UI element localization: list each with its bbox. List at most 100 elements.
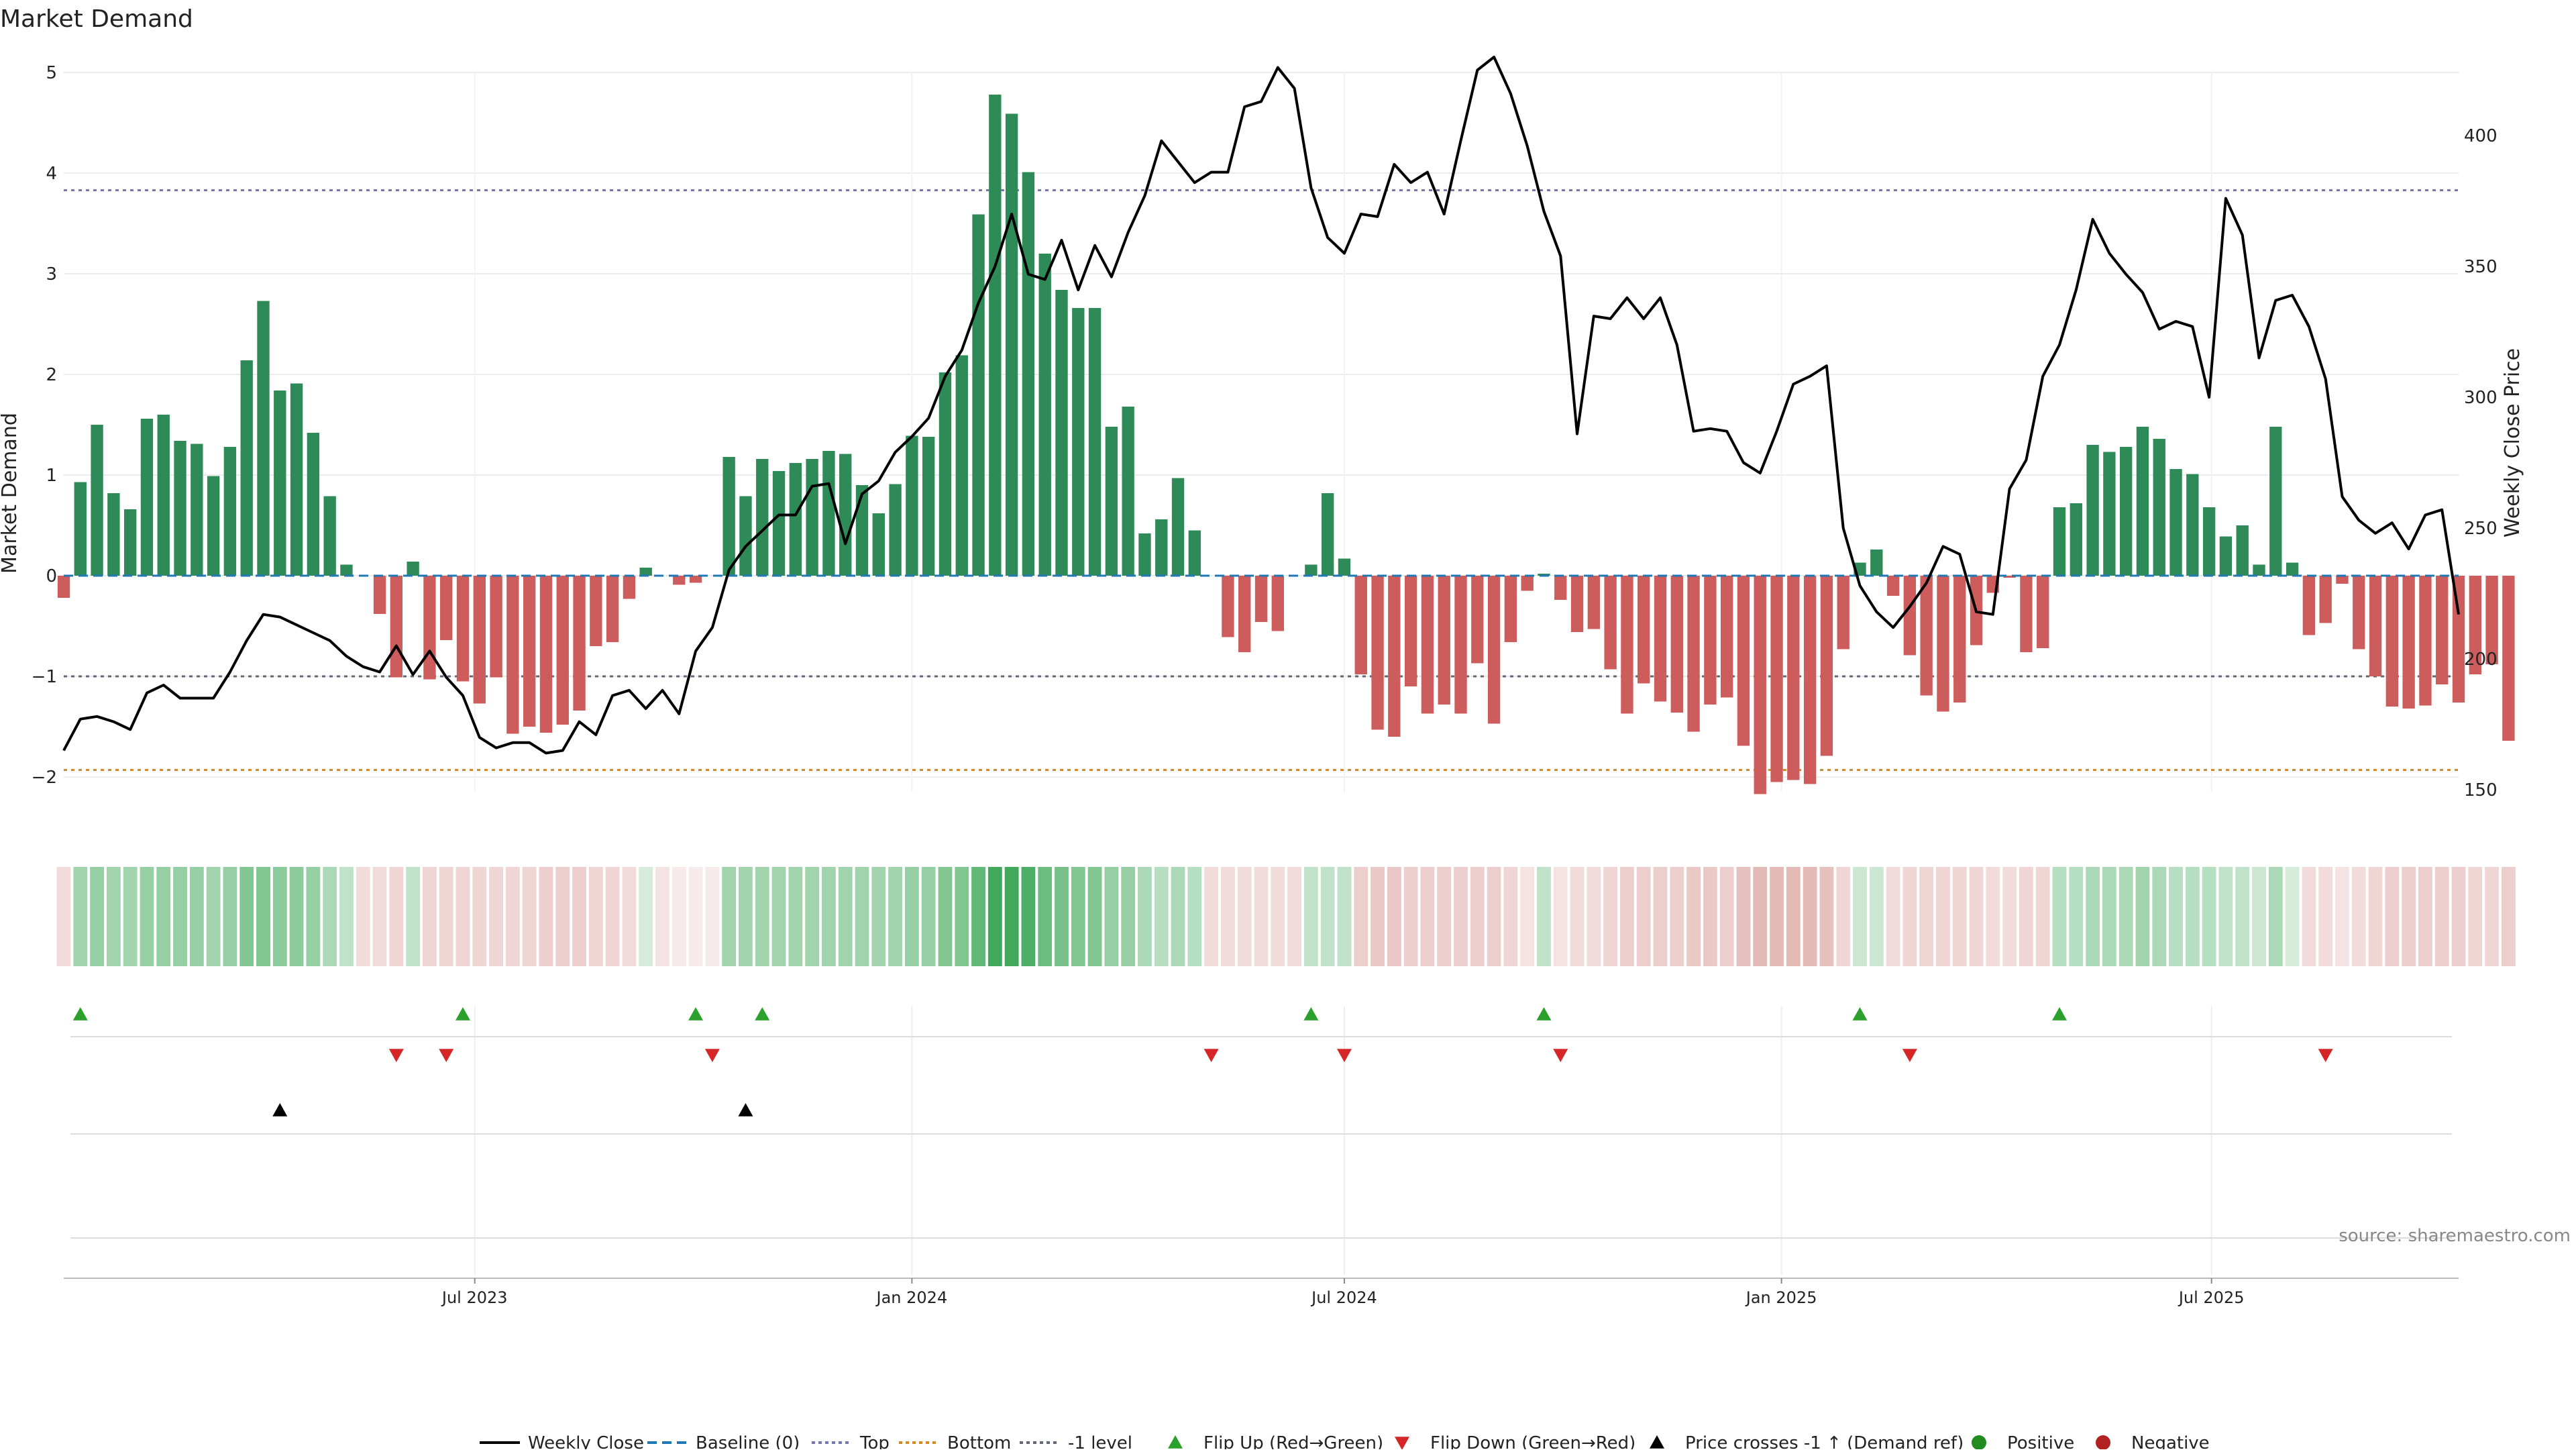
bar-positive — [822, 451, 835, 576]
heat-cell — [1371, 867, 1385, 966]
heat-cell — [639, 867, 653, 966]
bar-positive — [1870, 550, 1883, 576]
heat-cell — [123, 867, 138, 966]
heat-cell — [1719, 867, 1734, 966]
heat-cell — [739, 867, 753, 966]
bar-negative — [2319, 576, 2332, 623]
x-tick-label: Jan 2024 — [875, 1288, 948, 1307]
bar-negative — [1504, 576, 1517, 642]
heat-cell — [1969, 867, 1984, 966]
bar-negative — [1638, 576, 1650, 684]
bar-negative — [423, 576, 436, 680]
heat-cell — [588, 867, 603, 966]
chart-title: Market Demand — [0, 5, 193, 33]
legend-label: Price crosses -1 ↑ (Demand ref) — [1685, 1433, 1964, 1449]
heat-cell — [572, 867, 586, 966]
flip-up-marker — [688, 1007, 704, 1021]
flip-down-marker — [2318, 1049, 2333, 1062]
bar-positive — [872, 513, 885, 576]
bar-negative — [1953, 576, 1966, 703]
bar-positive — [1122, 407, 1134, 576]
heat-cell — [439, 867, 453, 966]
heat-cell — [1021, 867, 1036, 966]
bar-negative — [1354, 576, 1367, 674]
bar-positive — [340, 564, 353, 576]
heat-cell — [2102, 867, 2116, 966]
heat-cell — [1653, 867, 1668, 966]
heat-cell — [2185, 867, 2200, 966]
bar-positive — [140, 419, 154, 576]
heat-cell — [272, 867, 287, 966]
bar-positive — [789, 463, 802, 576]
bar-negative — [473, 576, 486, 704]
bar-negative — [1654, 576, 1667, 702]
bar-negative — [1554, 576, 1567, 600]
heat-cell — [173, 867, 187, 966]
bar-positive — [839, 454, 852, 576]
heat-cell — [921, 867, 936, 966]
x-tick-label: Jul 2025 — [2178, 1288, 2245, 1307]
bar-negative — [689, 576, 702, 583]
heat-cell — [2152, 867, 2167, 966]
heat-cell — [622, 867, 637, 966]
legend-swatch — [1650, 1435, 1664, 1449]
bar-positive — [2136, 427, 2149, 576]
bar-positive — [889, 484, 902, 576]
heat-cell — [2118, 867, 2133, 966]
bar-negative — [1404, 576, 1417, 686]
heat-cell — [838, 867, 853, 966]
flip-down-marker — [439, 1049, 454, 1062]
bar-positive — [74, 482, 87, 576]
bar-positive — [806, 459, 818, 576]
y2-tick-label: 400 — [2464, 126, 2498, 146]
bar-negative — [2402, 576, 2415, 709]
bar-negative — [2336, 576, 2349, 584]
heat-cell — [705, 867, 720, 966]
heat-cell — [1819, 867, 1834, 966]
heat-cell — [1686, 867, 1701, 966]
heat-cell — [2052, 867, 2067, 966]
heat-cell — [555, 867, 570, 966]
bar-positive — [2236, 525, 2249, 576]
bar-negative — [1271, 576, 1284, 631]
heat-cell — [1587, 867, 1601, 966]
bar-negative — [1421, 576, 1434, 714]
heat-cell — [1303, 867, 1318, 966]
bar-positive — [722, 457, 735, 576]
heat-cell — [522, 867, 537, 966]
bar-negative — [1371, 576, 1384, 730]
bar-negative — [1937, 576, 1949, 712]
heat-cell — [90, 867, 104, 966]
source-label: source: sharemaestro.com — [2339, 1226, 2571, 1246]
heat-cell — [2218, 867, 2233, 966]
bar-positive — [1338, 558, 1351, 576]
legend-label: Flip Up (Red→Green) — [1203, 1433, 1383, 1449]
y-tick-label: 4 — [46, 164, 57, 184]
bar-negative — [2020, 576, 2033, 652]
legend-label: Bottom — [947, 1433, 1011, 1449]
bar-positive — [207, 476, 220, 576]
heat-cell — [2285, 867, 2300, 966]
heat-cell — [372, 867, 387, 966]
heat-cell — [2368, 867, 2383, 966]
bar-negative — [1438, 576, 1450, 705]
bar-positive — [123, 509, 137, 576]
heat-cell — [855, 867, 869, 966]
bar-negative — [440, 576, 453, 640]
bar-negative — [523, 576, 536, 727]
heat-cell — [1454, 867, 1468, 966]
heat-cell — [239, 867, 254, 966]
bar-positive — [2086, 445, 2099, 576]
heat-cell — [1254, 867, 1269, 966]
heat-cell — [2335, 867, 2349, 966]
bar-positive — [274, 391, 286, 576]
heat-cell — [2202, 867, 2216, 966]
heat-cell — [1138, 867, 1152, 966]
heat-cell — [1171, 867, 1185, 966]
heat-cell — [2135, 867, 2150, 966]
y2-tick-label: 250 — [2464, 519, 2498, 539]
heat-cell — [1986, 867, 2000, 966]
bar-negative — [1670, 576, 1683, 713]
bar-negative — [373, 576, 386, 614]
legend-label: -1 level — [1068, 1433, 1132, 1449]
